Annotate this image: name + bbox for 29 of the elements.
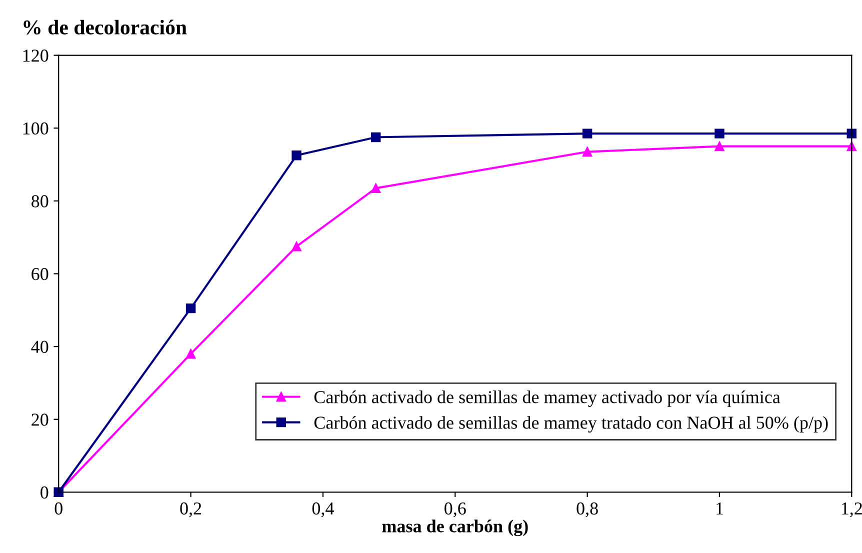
legend-label: Carbón activado de semillas de mamey tratado con NaOH al 50% (p/p) (314, 416, 828, 433)
y-tick-label: 100 (23, 122, 48, 135)
y-tick-label: 60 (32, 268, 48, 280)
point (292, 150, 302, 160)
point (186, 303, 196, 314)
point (714, 141, 724, 152)
point (186, 348, 196, 359)
x-tick-label: 1 (716, 502, 723, 514)
point (370, 132, 381, 142)
y-tick-label: 40 (31, 340, 48, 353)
x-tick-label: 0,2 (180, 502, 202, 518)
y-tick-label: 0 (40, 486, 48, 499)
y-tick-label: 80 (32, 195, 48, 208)
y-tick-label: 20 (32, 414, 48, 426)
y-tick-label: 120 (23, 50, 48, 62)
x-axis-title: masa de carbón (g) (382, 520, 528, 536)
x-tick-label: 0,8 (576, 502, 598, 518)
x-tick-label: 0,6 (444, 502, 466, 518)
x-tick-label: 0,4 (312, 502, 334, 518)
point (714, 128, 724, 138)
point (370, 183, 381, 194)
y-axis-title: % de decoloración (24, 20, 187, 35)
point (582, 128, 592, 138)
point (582, 146, 592, 157)
x-tick-label: 0 (54, 502, 62, 515)
x-tick-label: 1,2 (842, 502, 862, 518)
point (292, 242, 302, 252)
legend-label: Carbón activado de semillas de mamey activado por vía química (314, 390, 780, 407)
point (846, 128, 857, 138)
